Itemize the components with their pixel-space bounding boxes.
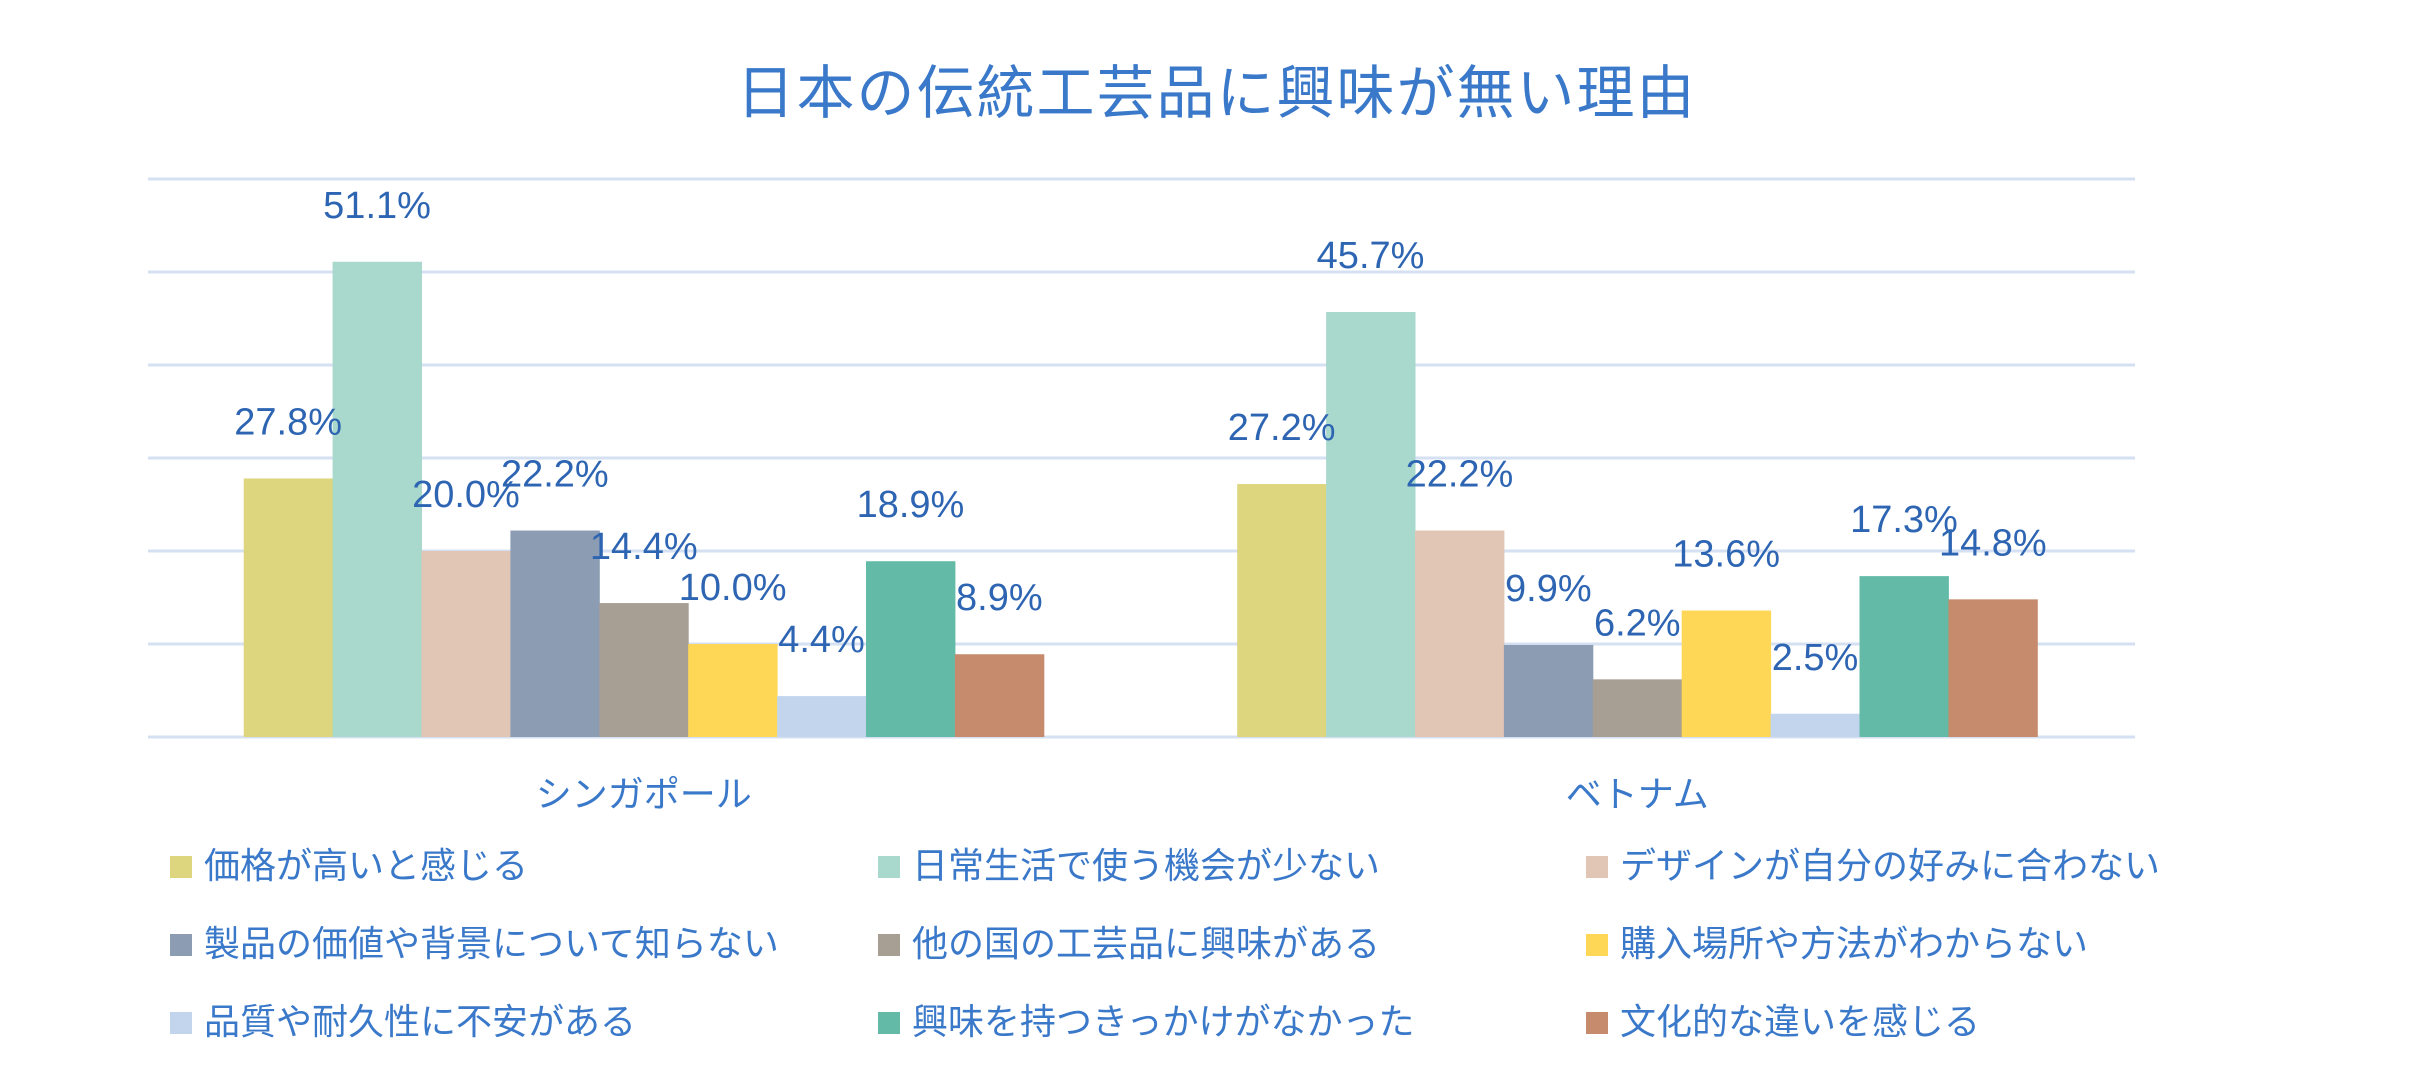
legend-label: 購入場所や方法がわからない [1620, 924, 2089, 965]
bar [599, 603, 689, 737]
data-label: 18.9% [857, 484, 965, 526]
legend-item[interactable]: 他の国の工芸品に興味がある [878, 923, 1380, 967]
bar [1237, 484, 1327, 737]
legend-swatch-icon [878, 934, 900, 956]
bar [1681, 610, 1772, 737]
data-labels: 27.8%51.1%20.0%22.2%14.4%10.0%4.4%18.9%8… [234, 185, 2046, 679]
data-label: 4.4% [778, 619, 865, 661]
legend-item[interactable]: 購入場所や方法がわからない [1586, 923, 2088, 967]
bar [510, 530, 600, 737]
data-label: 27.2% [1228, 407, 1336, 449]
legend-item[interactable]: 価格が高いと感じる [170, 845, 528, 889]
category-axis-labels: シンガポール ベトナム [536, 775, 1709, 816]
data-label: 27.8% [234, 401, 342, 443]
legend-swatch-icon [170, 934, 192, 956]
legend-label: 日常生活で使う機会が少ない [912, 846, 1381, 887]
legend-label: 製品の価値や背景について知らない [204, 924, 779, 965]
bar [1859, 576, 1949, 737]
legend-swatch-icon [1586, 1012, 1608, 1034]
legend-label: 品質や耐久性に不安がある [204, 1002, 637, 1043]
chart-title: 日本の伝統工芸品に興味が無い理由 [736, 59, 1697, 127]
data-label: 14.8% [1939, 522, 2047, 564]
legend-item[interactable]: 品質や耐久性に不安がある [170, 1001, 636, 1045]
legend-item[interactable]: 文化的な違いを感じる [1586, 1001, 1980, 1045]
bar [688, 644, 778, 737]
data-label: 51.1% [323, 185, 431, 227]
data-label: 8.9% [956, 577, 1043, 619]
legend-label: デザインが自分の好みに合わない [1620, 846, 2161, 887]
legend-label: 価格が高いと感じる [204, 846, 529, 887]
legend-label: 他の国の工芸品に興味がある [912, 924, 1381, 965]
data-label: 20.0% [412, 474, 520, 516]
bar [777, 696, 867, 737]
data-label: 45.7% [1317, 235, 1425, 277]
bar [954, 654, 1045, 737]
data-label: 6.2% [1594, 602, 1681, 644]
legend-item[interactable]: デザインが自分の好みに合わない [1586, 845, 2160, 889]
legend-swatch-icon [878, 1012, 900, 1034]
legend-swatch-icon [878, 856, 900, 878]
category-label: ベトナム [1566, 775, 1709, 816]
legend-swatch-icon [1586, 856, 1608, 878]
data-label: 22.2% [1406, 454, 1514, 496]
legend-swatch-icon [170, 856, 192, 878]
bars [243, 261, 2038, 737]
data-label: 14.4% [590, 526, 698, 568]
bar [332, 261, 422, 737]
bar [1770, 713, 1860, 737]
legend-label: 興味を持つきっかけがなかった [912, 1002, 1415, 1043]
data-label: 10.0% [679, 567, 787, 609]
legend-item[interactable]: 興味を持つきっかけがなかった [878, 1001, 1415, 1045]
legend-swatch-icon [1586, 934, 1608, 956]
legend-swatch-icon [170, 1012, 192, 1034]
bar [1503, 644, 1594, 737]
bar [1592, 679, 1683, 737]
legend-item[interactable]: 製品の価値や背景について知らない [170, 923, 779, 967]
bar [421, 551, 511, 737]
bar [1415, 530, 1505, 737]
data-label: 22.2% [501, 454, 609, 496]
legend-item[interactable]: 日常生活で使う機会が少ない [878, 845, 1380, 889]
bar [243, 478, 334, 737]
data-label: 9.9% [1505, 568, 1592, 610]
bar [866, 561, 956, 737]
category-label: シンガポール [536, 775, 752, 816]
legend-label: 文化的な違いを感じる [1620, 1002, 1981, 1043]
data-label: 13.6% [1672, 534, 1780, 576]
data-label: 2.5% [1772, 637, 1859, 679]
bar [1326, 311, 1416, 737]
data-label: 17.3% [1850, 499, 1958, 541]
bar [1948, 599, 2038, 737]
